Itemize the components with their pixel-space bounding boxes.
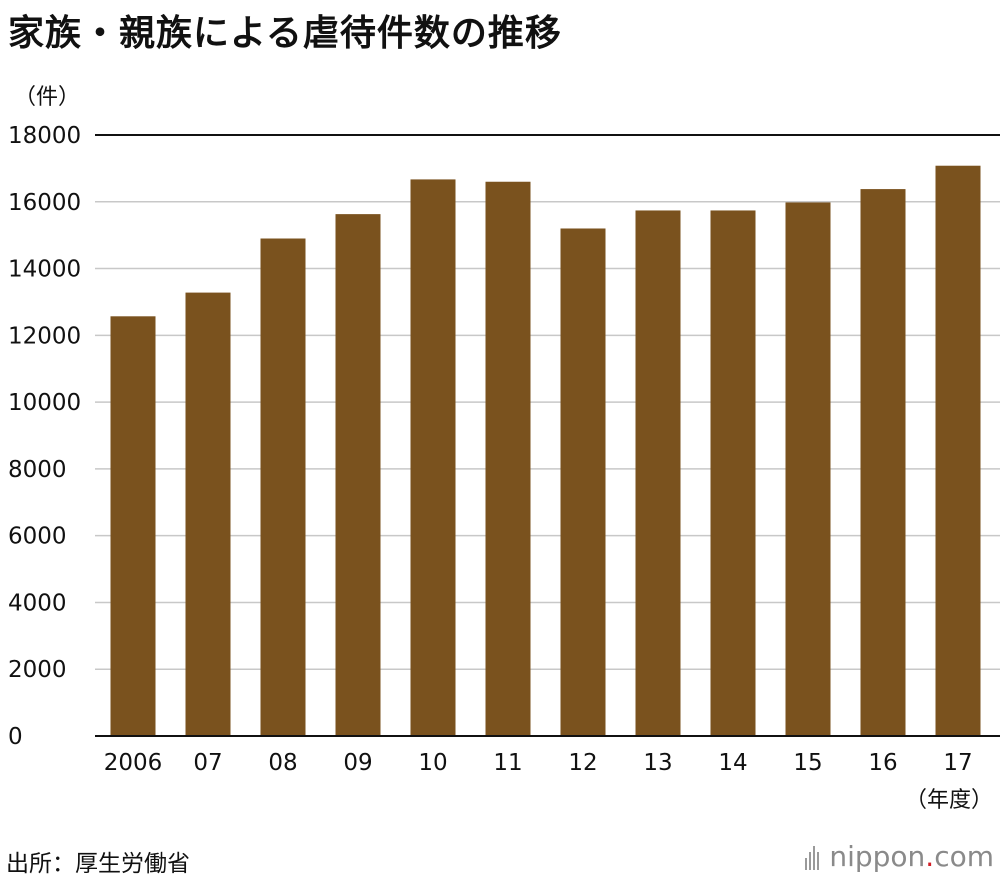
bar [260,238,306,736]
bar [185,292,231,736]
page-title: 家族・親族による虐待件数の推移 [8,13,562,54]
bar-chart: 0 2000 4000 6000 8000 10000 12000 14000 16000 180… [8,85,1000,813]
y-tick-label: 14000 [8,257,81,283]
x-tick-label: 12 [568,750,597,776]
x-tick-label: 10 [418,750,447,776]
nippon-logo: nippon. com [805,840,994,873]
bar [485,181,531,736]
logo-name: nippon [829,840,926,873]
x-tick-label: 11 [493,750,522,776]
y-tick-label: 4000 [8,590,67,616]
bar [785,202,831,736]
bar [710,210,756,737]
bar [935,165,981,736]
bar [635,210,681,737]
logo-bars-icon [805,844,821,870]
x-tick-label: 09 [343,750,372,776]
y-tick-label: 16000 [8,190,81,216]
bar [110,316,156,736]
x-tick-label: 13 [643,750,672,776]
x-tick-label: 07 [193,750,222,776]
logo-dot: . [925,840,935,873]
y-tick-label: 10000 [8,390,81,416]
x-tick-label: 14 [718,750,747,776]
bar [335,214,381,737]
bar [860,189,906,737]
x-tick-label: 08 [268,750,297,776]
grid-lines [95,134,1000,737]
logo-suffix: com [934,840,994,873]
x-tick-label: 15 [793,750,822,776]
x-tick-label: 17 [943,750,972,776]
bars [110,165,981,737]
x-axis-unit-label: （年度） [905,788,993,813]
y-tick-label: 18000 [8,123,81,149]
x-tick-label: 16 [868,750,897,776]
y-tick-label: 8000 [8,457,67,483]
y-tick-label: 6000 [8,524,67,550]
source-note: 出所：厚生労働省 [6,851,190,877]
y-tick-label: 0 [8,724,23,750]
y-axis-unit-label: （件） [14,85,80,110]
bar [560,228,606,736]
axes: 0 2000 4000 6000 8000 10000 12000 14000 16000 180… [8,123,1000,776]
y-tick-label: 12000 [8,323,81,349]
bar [410,179,456,736]
y-tick-label: 2000 [8,657,67,683]
x-tick-label: 2006 [104,750,163,776]
